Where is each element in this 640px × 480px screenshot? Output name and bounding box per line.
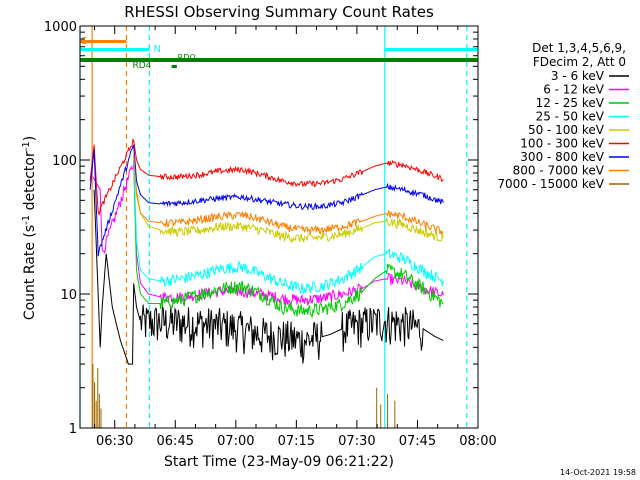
series-line-3	[133, 154, 444, 295]
legend-label-8: 7000 - 15000 keV	[497, 177, 604, 191]
y-tick-label-3: 1000	[44, 20, 77, 35]
legend-label-1: 6 - 12 keV	[543, 83, 605, 97]
flag-bar-rd4-0	[171, 65, 177, 68]
x-tick-label-0: 06:30	[96, 434, 133, 449]
flag-bar-s-0	[80, 40, 127, 43]
flag-label-n: N	[153, 44, 160, 55]
chart-title: RHESSI Observing Summary Count Rates	[124, 3, 434, 21]
y-tick-label-0: 1	[69, 422, 77, 437]
legend-header-line-1: Det 1,3,4,5,6,9,	[532, 41, 626, 55]
x-tick-label-6: 08:00	[459, 434, 496, 449]
flag-bar-rdo-0	[80, 58, 478, 62]
series-line-0	[93, 189, 444, 365]
flag-bar-n-0	[80, 48, 150, 51]
series-line-4	[133, 149, 444, 244]
flag-label-s: S	[81, 36, 87, 47]
series-line-1	[92, 162, 444, 306]
x-tick-label-5: 07:45	[399, 434, 436, 449]
legend-label-0: 3 - 6 keV	[551, 69, 605, 83]
plot-frame	[79, 25, 479, 429]
series-line-5	[89, 138, 444, 216]
series-line-2	[133, 159, 444, 319]
legend-label-6: 300 - 800 keV	[520, 150, 604, 164]
x-axis-label: Start Time (23-May-09 06:21:22)	[164, 454, 394, 470]
y-tick-label-2: 100	[52, 154, 77, 169]
x-tick-label-1: 06:45	[157, 434, 194, 449]
attenuator-flags: S N RDO RD4	[80, 36, 478, 71]
legend-label-4: 50 - 100 keV	[528, 123, 605, 137]
legend-label-3: 25 - 50 keV	[536, 110, 605, 124]
timestamp: 14-Oct-2021 19:58	[560, 468, 636, 477]
flag-bar-n-1	[384, 48, 478, 51]
x-axis: 06:30 06:45 07:00 07:15 07:30 07:45 08:00	[94, 26, 497, 449]
legend-label-5: 100 - 300 keV	[520, 137, 604, 151]
legend-label-2: 12 - 25 keV	[536, 96, 605, 110]
legend-header-line-2: FDecim 2, Att 0	[533, 55, 626, 69]
x-tick-label-2: 07:00	[217, 434, 254, 449]
flag-label-rdo: RDO	[178, 53, 196, 62]
series-line-7	[133, 154, 444, 236]
x-tick-label-4: 07:30	[338, 434, 375, 449]
y-tick-label-1: 10	[60, 288, 77, 303]
series-layer	[89, 138, 444, 428]
flag-label-rd4: RD4	[132, 61, 151, 71]
legend-label-7: 800 - 7000 keV	[513, 164, 605, 178]
x-tick-label-3: 07:15	[278, 434, 315, 449]
series-line-6	[89, 144, 444, 257]
y-axis-label: Count Rate (s-1 detector-1)	[21, 136, 38, 320]
y-axis: 1 10 100 1000	[44, 20, 478, 437]
